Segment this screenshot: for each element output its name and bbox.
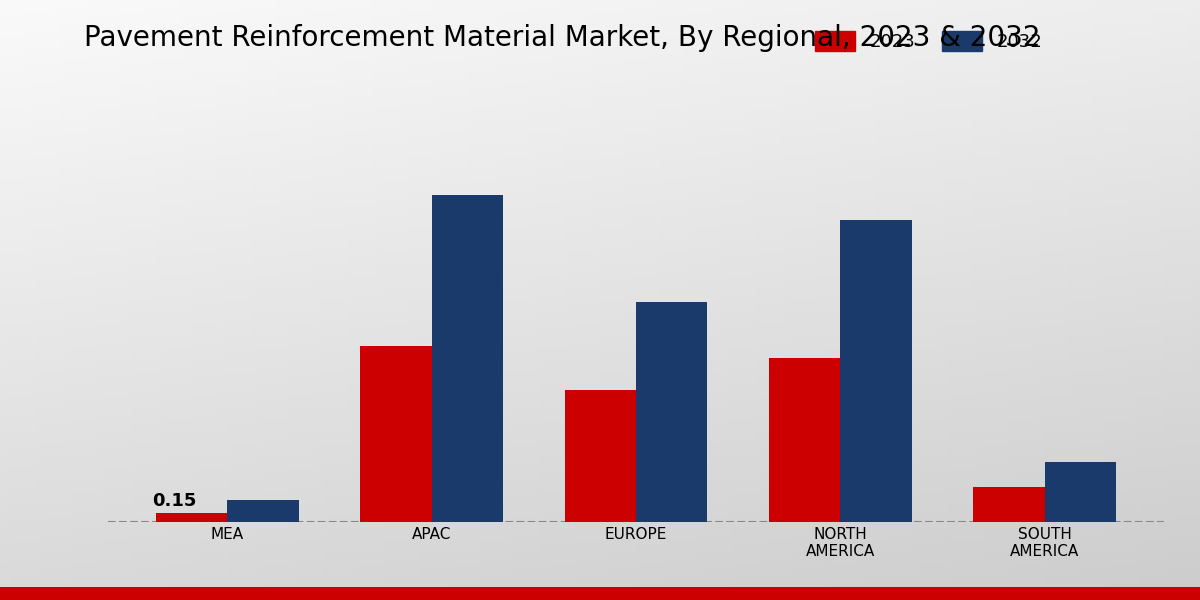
Text: Pavement Reinforcement Material Market, By Regional, 2023 & 2032: Pavement Reinforcement Material Market, …	[84, 24, 1040, 52]
Legend: 2023, 2032: 2023, 2032	[808, 24, 1049, 58]
Bar	[360, 346, 432, 522]
Bar	[1044, 462, 1116, 522]
Bar	[432, 195, 503, 522]
Bar	[636, 302, 708, 522]
Bar	[973, 487, 1044, 522]
Bar	[228, 500, 299, 522]
Bar	[840, 220, 912, 522]
Bar	[769, 358, 840, 522]
Bar	[156, 512, 228, 522]
Bar	[564, 390, 636, 522]
Text: 0.15: 0.15	[152, 492, 197, 510]
